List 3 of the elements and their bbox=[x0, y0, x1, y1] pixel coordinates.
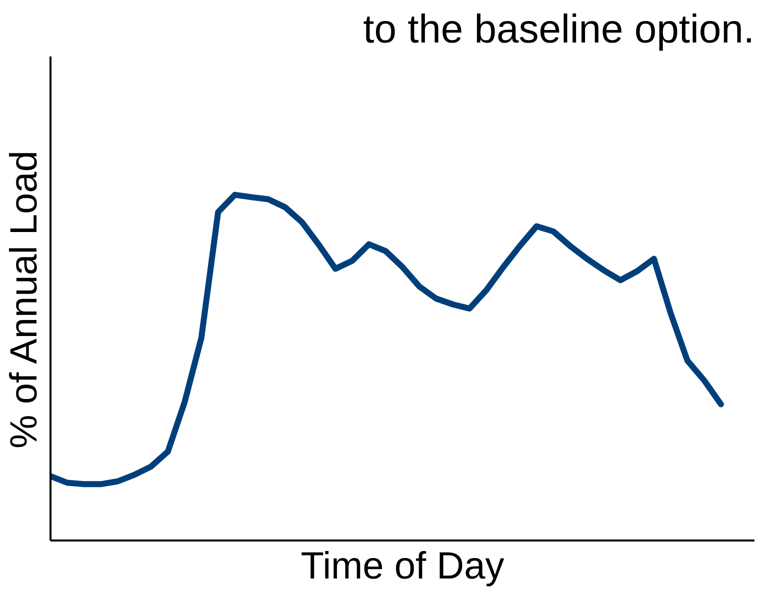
y-axis-title: % of Annual Load bbox=[4, 150, 46, 449]
chart-title: to the baseline option. bbox=[363, 8, 754, 52]
x-axis-title: Time of Day bbox=[300, 546, 504, 588]
